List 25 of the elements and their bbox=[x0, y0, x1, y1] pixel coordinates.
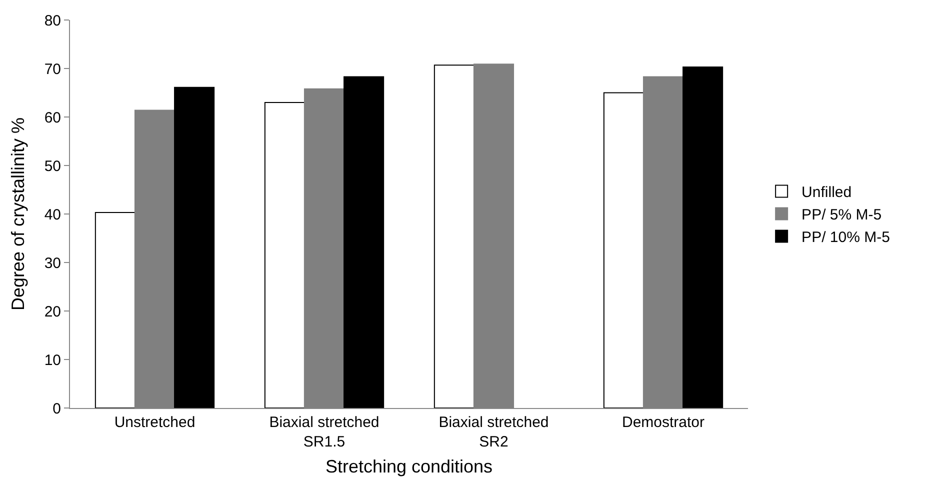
legend-label: Unfilled bbox=[802, 184, 852, 202]
legend-label: PP/ 10% M-5 bbox=[802, 229, 890, 246]
y-tick-label: 70 bbox=[44, 60, 61, 78]
bar bbox=[682, 66, 724, 408]
y-axis-title: Degree of crystallinity % bbox=[8, 117, 28, 311]
bar bbox=[94, 212, 136, 408]
legend-label: PP/ 5% M-5 bbox=[802, 206, 882, 224]
bar bbox=[174, 86, 215, 408]
y-tick-label: 0 bbox=[52, 400, 61, 418]
bar bbox=[264, 102, 305, 408]
y-tick-label: 80 bbox=[44, 12, 61, 30]
y-tick-label: 30 bbox=[44, 254, 61, 272]
y-tick-label: 60 bbox=[44, 109, 61, 126]
y-tick-label: 10 bbox=[44, 352, 61, 369]
x-tick-label: Demostrator bbox=[622, 414, 705, 431]
x-tick-label: Biaxial stretched SR1.5 bbox=[269, 414, 380, 450]
y-tick-label: 50 bbox=[44, 158, 61, 175]
y-tick-label: 20 bbox=[44, 303, 61, 320]
bar bbox=[603, 92, 644, 408]
y-tick-label: 40 bbox=[44, 206, 61, 224]
bar bbox=[344, 76, 384, 408]
x-tick-label: Biaxial stretched SR2 bbox=[438, 414, 549, 450]
x-axis-title: Stretching conditions bbox=[325, 456, 493, 477]
bar bbox=[434, 64, 474, 408]
x-tick-label: Unstretched bbox=[114, 414, 196, 431]
